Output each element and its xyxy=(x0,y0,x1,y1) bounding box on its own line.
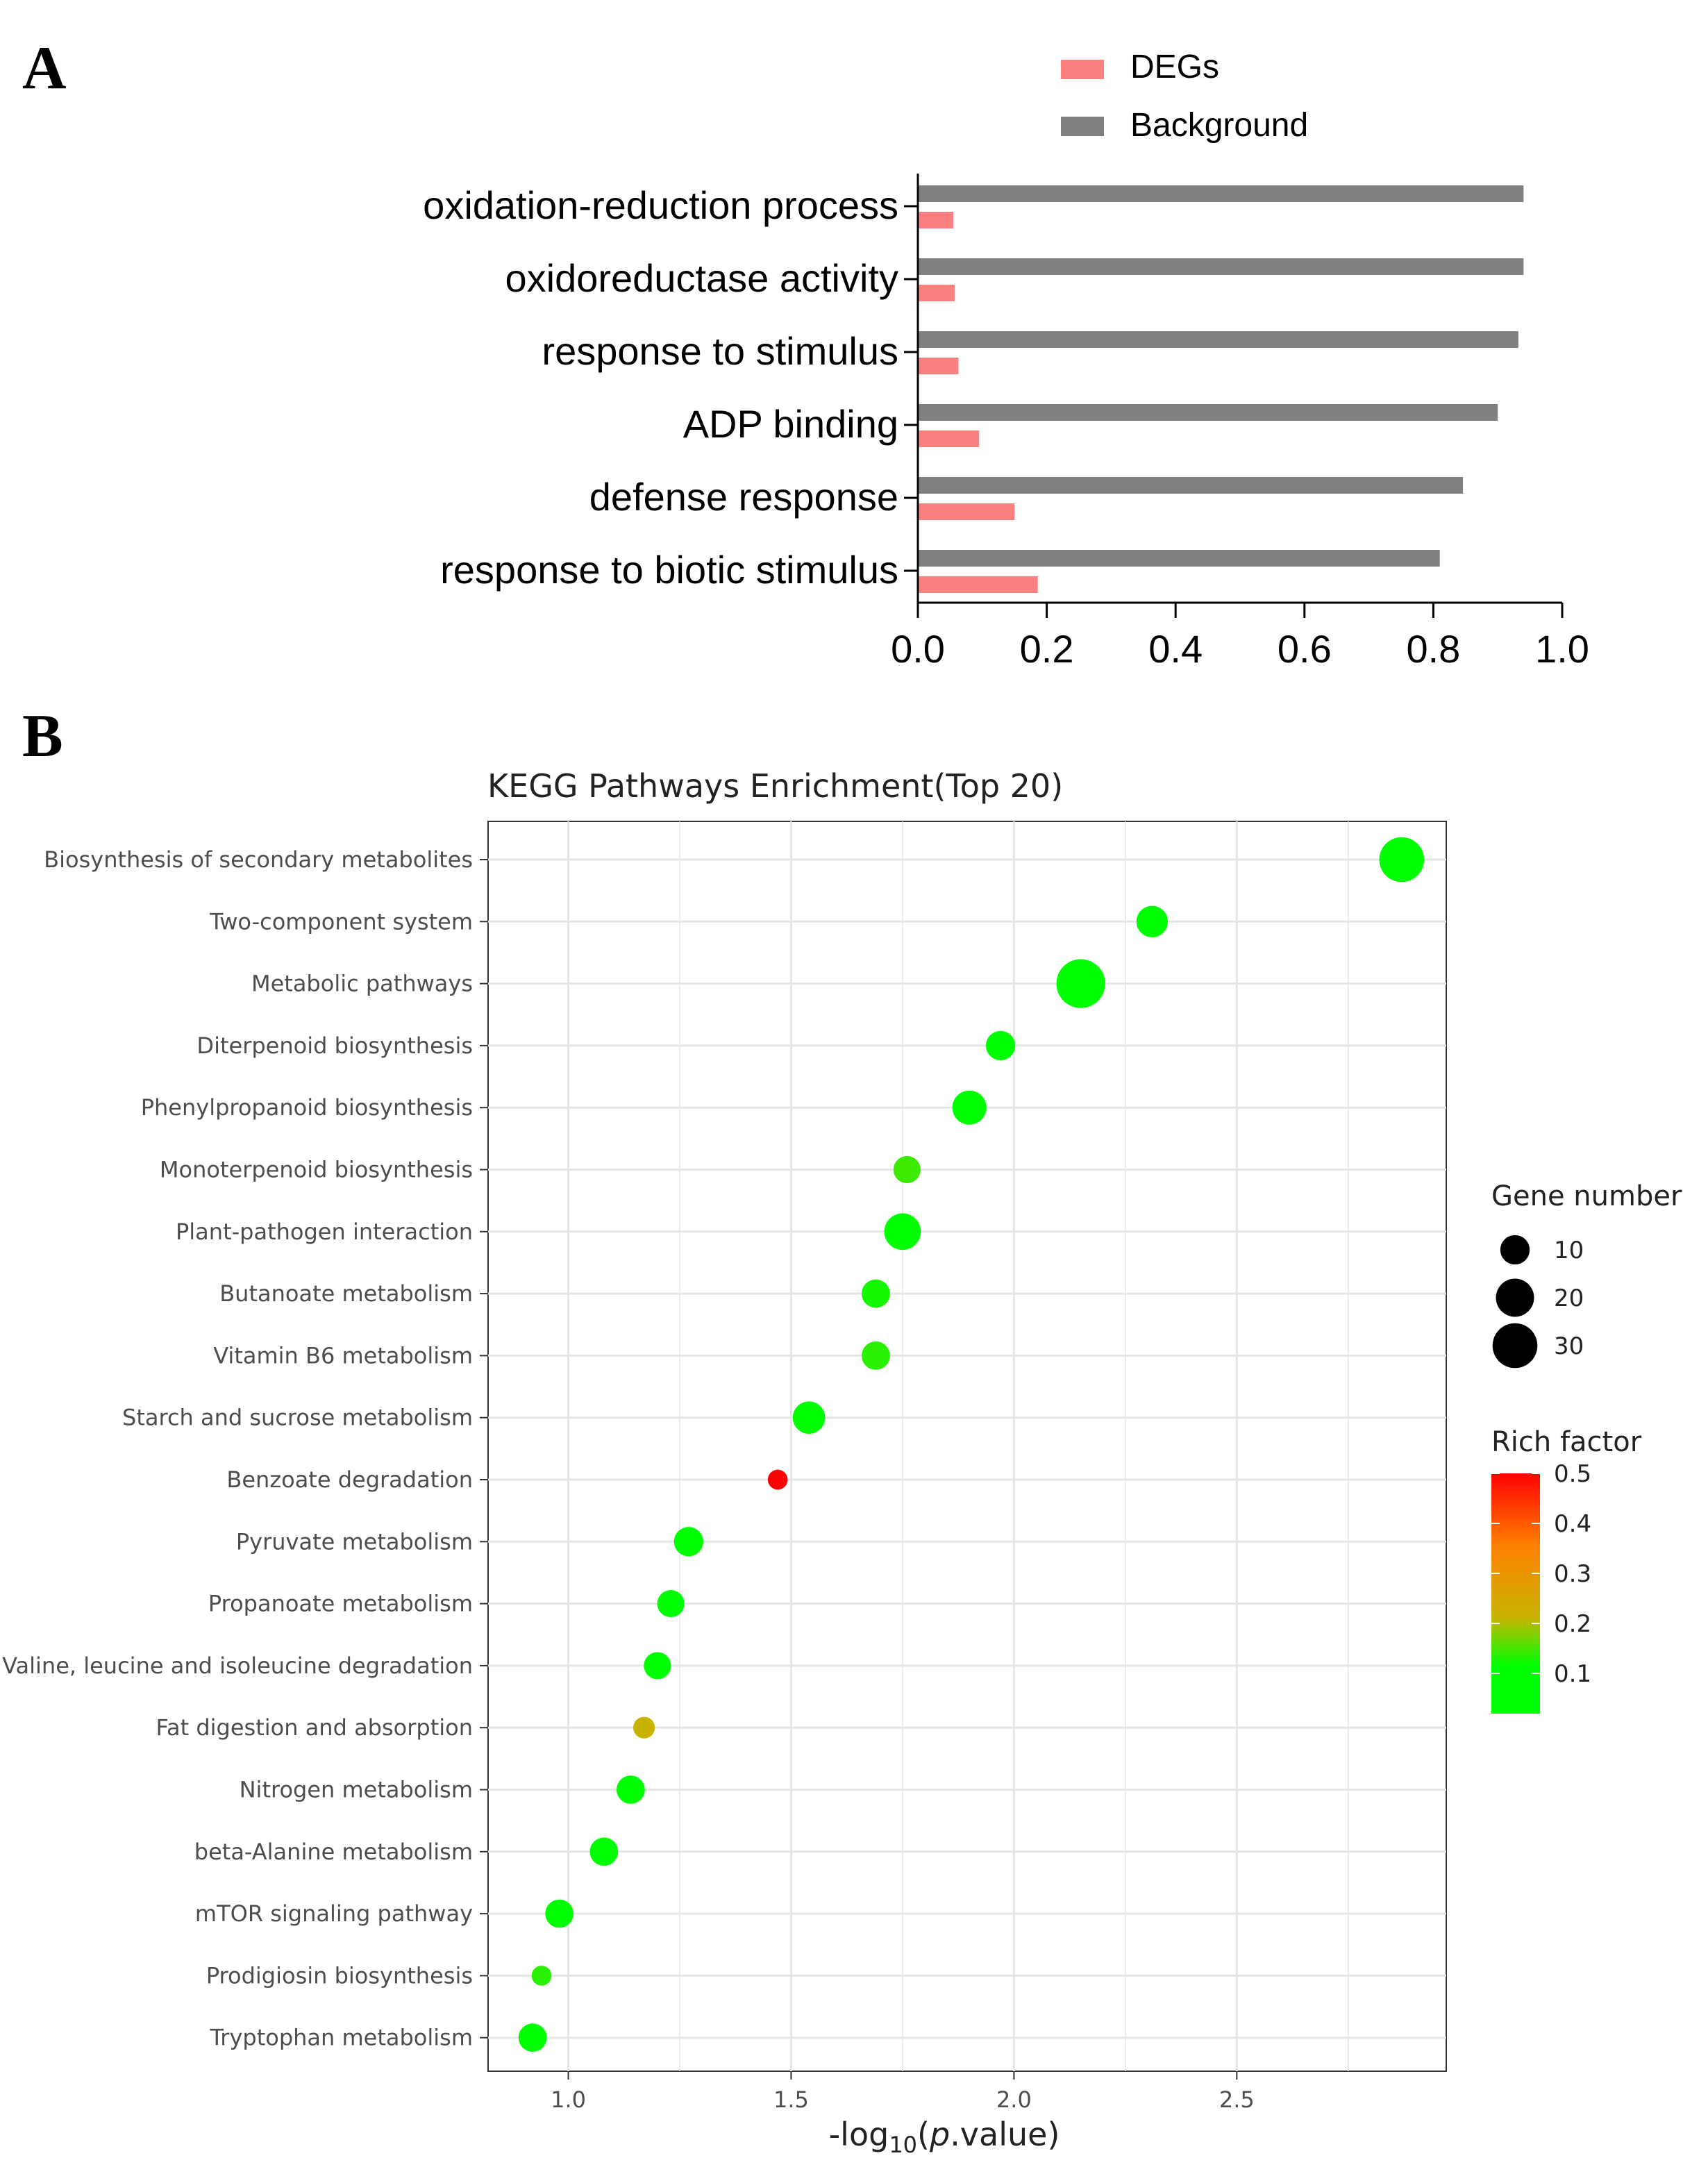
point-diterpenoid-biosynthesis xyxy=(985,1030,1016,1061)
kegg-bubble-chart: KEGG Pathways Enrichment(Top 20) 1.0 1.5 2… xyxy=(2,767,1682,2158)
category-label-oxidoreductase-activity: oxidoreductase activity xyxy=(505,256,898,300)
bar-degs-response-to-stimulus xyxy=(918,358,959,374)
pathway-label-plant-pathogen-interaction: Plant-pathogen interaction xyxy=(176,1219,473,1245)
rich-factor-legend-title: Rich factor xyxy=(1491,1426,1642,1458)
legend-swatch-degs xyxy=(1061,60,1104,79)
bar-background-response-to-stimulus xyxy=(918,331,1518,348)
point-two-component-system xyxy=(1136,905,1168,937)
x-tick-label: 1.0 xyxy=(551,2086,586,2113)
rich-factor-legend: Rich factor 0.5 0.4 0.3 0.2 0.1 xyxy=(1491,1426,1642,1714)
pathway-label-benzoate-degradation: Benzoate degradation xyxy=(226,1466,473,1493)
pathway-label-prodigiosin-biosynthesis: Prodigiosin biosynthesis xyxy=(206,1962,473,1989)
pathway-label-valine-leucine-and-isoleucine-degradation: Valine, leucine and isoleucine degradati… xyxy=(2,1653,473,1679)
size-legend-label: 10 xyxy=(1554,1237,1584,1264)
point-propanoate-metabolism xyxy=(657,1590,685,1618)
point-vitamin-b6-metabolism xyxy=(862,1341,890,1370)
pathway-label-monoterpenoid-biosynthesis: Monoterpenoid biosynthesis xyxy=(160,1157,473,1183)
bar-background-adp-binding xyxy=(918,404,1498,421)
point-monoterpenoid-biosynthesis xyxy=(893,1155,921,1184)
x-tick-label: 2.0 xyxy=(996,2086,1032,2113)
bar-degs-defense-response xyxy=(918,503,1015,520)
legend-label-background: Background xyxy=(1130,107,1308,144)
legend-swatch-background xyxy=(1061,117,1104,136)
point-tryptophan-metabolism xyxy=(518,2023,547,2052)
x-tick-label: 0.8 xyxy=(1406,627,1460,671)
colorbar-label: 0.4 xyxy=(1554,1510,1591,1538)
pathway-label-propanoate-metabolism: Propanoate metabolism xyxy=(208,1591,473,1617)
point-biosynthesis-of-secondary-metabolites xyxy=(1379,837,1425,883)
pathway-label-tryptophan-metabolism: Tryptophan metabolism xyxy=(209,2025,473,2051)
x-tick-label: 2.5 xyxy=(1219,2086,1255,2113)
x-tick-label: 1.5 xyxy=(773,2086,809,2113)
pathway-label-biosynthesis-of-secondary-metabolites: Biosynthesis of secondary metabolites xyxy=(44,846,473,873)
point-fat-digestion-and-absorption xyxy=(633,1716,655,1739)
pathway-label-starch-and-sucrose-metabolism: Starch and sucrose metabolism xyxy=(122,1405,473,1431)
point-phenylpropanoid-biosynthesis xyxy=(952,1090,987,1125)
x-tick-label: 0.4 xyxy=(1148,627,1203,671)
pathway-label-fat-digestion-and-absorption: Fat digestion and absorption xyxy=(156,1714,473,1741)
x-axis-title: -log10(p.value) xyxy=(829,2116,1060,2158)
category-label-oxidation-reduction-process: oxidation-reduction process xyxy=(423,183,898,227)
pathway-label-mtor-signaling-pathway: mTOR signaling pathway xyxy=(195,1900,473,1927)
pathway-label-nitrogen-metabolism: Nitrogen metabolism xyxy=(240,1777,473,1803)
category-label-response-to-stimulus: response to stimulus xyxy=(542,329,898,373)
panel-a-label: A xyxy=(22,35,67,102)
category-label-adp-binding: ADP binding xyxy=(683,402,898,446)
size-legend-label: 30 xyxy=(1554,1332,1584,1360)
go-bar-chart: DEGs Background oxidation-reduction proc… xyxy=(423,49,1589,671)
bar-degs-response-to-biotic-stimulus xyxy=(918,576,1038,593)
point-metabolic-pathways xyxy=(1056,959,1105,1008)
gene-number-legend: Gene number 10 20 30 xyxy=(1491,1180,1682,1369)
bar-background-response-to-biotic-stimulus xyxy=(918,550,1440,567)
kegg-chart-title: KEGG Pathways Enrichment(Top 20) xyxy=(487,767,1063,805)
bar-background-oxidation-reduction-process xyxy=(918,185,1524,202)
pathway-label-vitamin-b6-metabolism: Vitamin B6 metabolism xyxy=(213,1342,473,1369)
pathway-label-beta-alanine-metabolism: beta-Alanine metabolism xyxy=(194,1839,473,1865)
point-beta-alanine-metabolism xyxy=(589,1837,619,1866)
pathway-label-butanoate-metabolism: Butanoate metabolism xyxy=(219,1280,473,1307)
size-legend-dot-10 xyxy=(1500,1235,1530,1265)
colorbar-label: 0.2 xyxy=(1554,1610,1591,1638)
size-legend-dot-30 xyxy=(1492,1323,1538,1369)
gene-number-legend-title: Gene number xyxy=(1491,1180,1682,1212)
rich-factor-colorbar xyxy=(1491,1473,1540,1714)
x-tick-label: 0.6 xyxy=(1278,627,1332,671)
pathway-label-phenylpropanoid-biosynthesis: Phenylpropanoid biosynthesis xyxy=(141,1094,473,1121)
x-tick-label: 0.2 xyxy=(1020,627,1074,671)
panel-b-label: B xyxy=(22,703,63,770)
bar-background-oxidoreductase-activity xyxy=(918,258,1524,275)
point-benzoate-degradation xyxy=(767,1469,788,1490)
colorbar-label: 0.5 xyxy=(1554,1460,1591,1488)
point-prodigiosin-biosynthesis xyxy=(531,1966,552,1986)
point-mtor-signaling-pathway xyxy=(545,1899,574,1928)
pathway-label-pyruvate-metabolism: Pyruvate metabolism xyxy=(236,1528,473,1555)
x-tick-label: 0.0 xyxy=(891,627,945,671)
plot-panel xyxy=(487,821,1447,2072)
bar-legend: DEGs Background xyxy=(1061,49,1308,144)
colorbar-label: 0.1 xyxy=(1554,1660,1591,1688)
point-pyruvate-metabolism xyxy=(673,1527,704,1557)
point-nitrogen-metabolism xyxy=(616,1775,645,1804)
bar-degs-oxidation-reduction-process xyxy=(918,212,954,228)
bar-degs-oxidoreductase-activity xyxy=(918,285,955,301)
pathway-label-metabolic-pathways: Metabolic pathways xyxy=(251,971,473,997)
size-legend-label: 20 xyxy=(1554,1285,1584,1312)
point-plant-pathogen-interaction xyxy=(884,1213,921,1251)
colorbar-label: 0.3 xyxy=(1554,1560,1591,1588)
category-label-defense-response: defense response xyxy=(589,475,898,519)
point-starch-and-sucrose-metabolism xyxy=(792,1401,826,1435)
bar-background-defense-response xyxy=(918,477,1464,494)
legend-label-degs: DEGs xyxy=(1130,49,1219,85)
point-valine-leucine-and-isoleucine-degradation xyxy=(644,1652,671,1680)
x-tick-label: 1.0 xyxy=(1535,627,1589,671)
category-label-response-to-biotic-stimulus: response to biotic stimulus xyxy=(440,548,898,592)
bar-degs-adp-binding xyxy=(918,430,980,447)
size-legend-dot-20 xyxy=(1496,1278,1534,1317)
point-butanoate-metabolism xyxy=(862,1279,890,1308)
pathway-label-diterpenoid-biosynthesis: Diterpenoid biosynthesis xyxy=(196,1032,473,1059)
pathway-label-two-component-system: Two-component system xyxy=(209,908,473,935)
